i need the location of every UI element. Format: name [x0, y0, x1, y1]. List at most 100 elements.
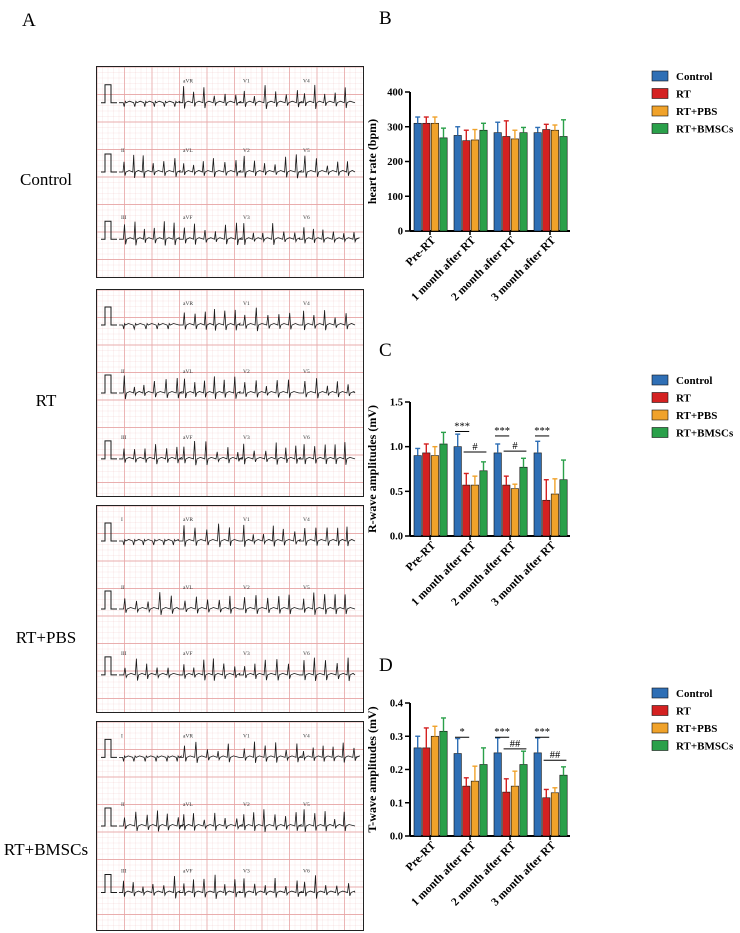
legend-swatch: [651, 392, 669, 403]
bar: [510, 488, 519, 537]
calibration-pulse: [101, 84, 117, 104]
ecg-lead-label: aVR: [183, 733, 193, 739]
ecg-lead-label: aVR: [183, 79, 193, 85]
ecg-lead-trace: [239, 307, 300, 332]
bar: [502, 484, 511, 537]
significance-marker: ***: [494, 727, 510, 738]
significance-marker: *: [459, 727, 464, 738]
ecg-label-control: Control: [20, 170, 72, 189]
ecg-lead-label: V4: [303, 79, 310, 85]
legend: Control RT RT+PBS RT+BMSCs: [651, 687, 734, 753]
ecg-lead-trace: [239, 85, 303, 109]
bar: [430, 122, 439, 232]
panel-letter-a: A: [22, 10, 36, 31]
legend-label: RT: [676, 706, 692, 718]
ecg-lead-label: V2: [243, 802, 250, 808]
ecg-label-rt: RT: [35, 391, 57, 410]
ecg-lead-trace: [299, 742, 361, 763]
bar: [439, 137, 448, 232]
calibration-pulse: [101, 522, 117, 542]
significance-marker: ##: [510, 739, 521, 750]
ecg-lead-trace: [119, 154, 181, 179]
bar: [542, 499, 551, 537]
bar: [502, 791, 511, 837]
ecg-label-rtpbs: RT+PBS: [15, 628, 77, 647]
ecg-traces: [101, 84, 360, 246]
bar: [493, 452, 502, 537]
bar: [542, 129, 551, 232]
calibration-pulse: [101, 153, 117, 173]
ecg-lead-trace: [239, 809, 302, 832]
ecg-trace-control: aVR V1 V4 II aVL V2 V5 III aVF V3 V6: [97, 67, 363, 277]
ecg-lead-trace: [299, 378, 356, 399]
ecg-lead-label: V5: [303, 148, 310, 154]
panel-letter-c: C: [379, 340, 392, 361]
bar: [462, 140, 471, 232]
legend-swatch: [651, 70, 669, 82]
bar: [413, 122, 422, 232]
ecg-lead-trace: [179, 440, 243, 466]
bar: [430, 735, 439, 837]
legend-label: RT: [676, 393, 692, 405]
ecg-lead-label: I: [121, 517, 123, 523]
x-tick-label: Pre-RT: [404, 539, 438, 573]
ecg-lead-label: aVL: [183, 148, 193, 154]
ecg-lead-trace: [179, 308, 241, 331]
chart-d: 0.0 0.1 0.2 0.3 0.4 T-wave amplitudes (mV) Pre…: [365, 687, 734, 908]
y-tick-label: 200: [387, 157, 403, 168]
legend-label: RT+BMSCs: [676, 428, 734, 440]
bar: [510, 138, 519, 232]
legend-label: RT+BMSCs: [676, 741, 734, 753]
ecg-lead-trace: [119, 875, 181, 899]
ecg-lead-labels: aVR V1 V4 II aVL V2 V5 III aVF V3 V6: [121, 79, 310, 222]
ecg-lead-label: V6: [303, 651, 310, 657]
legend-label: RT: [676, 89, 692, 101]
ecg-lead-label: V5: [303, 802, 310, 808]
x-tick-label: Pre-RT: [404, 839, 438, 873]
calibration-pulse: [101, 374, 117, 394]
ecg-lead-trace: [299, 657, 356, 682]
ecg-lead-trace: [299, 442, 356, 465]
y-tick-label: 400: [387, 88, 403, 99]
bar: [470, 139, 479, 232]
ecg-lead-trace: [119, 444, 183, 465]
ecg-lead-labels: aVR V1 V4 II aVL V2 V5 III aVF V3 V6: [121, 301, 310, 441]
bar: [453, 446, 462, 537]
ecg-lead-label: V1: [243, 517, 250, 523]
ecg-lead-trace: [299, 875, 356, 899]
ecg-grid: [97, 290, 363, 496]
ecg-lead-trace: [119, 538, 180, 546]
calibration-pulse: [101, 220, 117, 240]
ecg-lead-trace: [179, 658, 241, 681]
legend-swatch: [651, 705, 669, 716]
y-tick-label: 100: [387, 192, 403, 203]
ecg-lead-trace: [179, 86, 242, 109]
ecg-lead-trace: [239, 659, 300, 681]
y-axis-label: R-wave amplitudes (mV): [365, 405, 379, 533]
ecg-lead-trace: [179, 874, 241, 899]
ecg-lead-label: aVL: [183, 802, 193, 808]
calibration-pulse: [101, 738, 117, 758]
ecg-lead-trace: [239, 524, 302, 547]
significance-marker: ***: [494, 426, 510, 437]
significance-marker: ##: [550, 750, 561, 761]
ecg-lead-trace: [239, 154, 303, 179]
bar: [493, 752, 502, 837]
ecg-lead-trace: [239, 594, 300, 615]
calibration-pulse: [101, 656, 117, 676]
ecg-lead-trace: [119, 658, 180, 681]
bar: [430, 455, 439, 537]
legend: Control RT RT+PBS RT+BMSCs: [651, 374, 734, 440]
bar: [510, 785, 519, 837]
ecg-lead-label: III: [121, 651, 127, 657]
bar: [413, 747, 422, 837]
ecg-lead-trace: [179, 158, 242, 177]
ecg-lead-trace: [299, 84, 356, 109]
panel-letter-d: D: [379, 655, 393, 676]
ecg-lead-trace: [179, 812, 243, 831]
calibration-pulse: [101, 590, 117, 610]
